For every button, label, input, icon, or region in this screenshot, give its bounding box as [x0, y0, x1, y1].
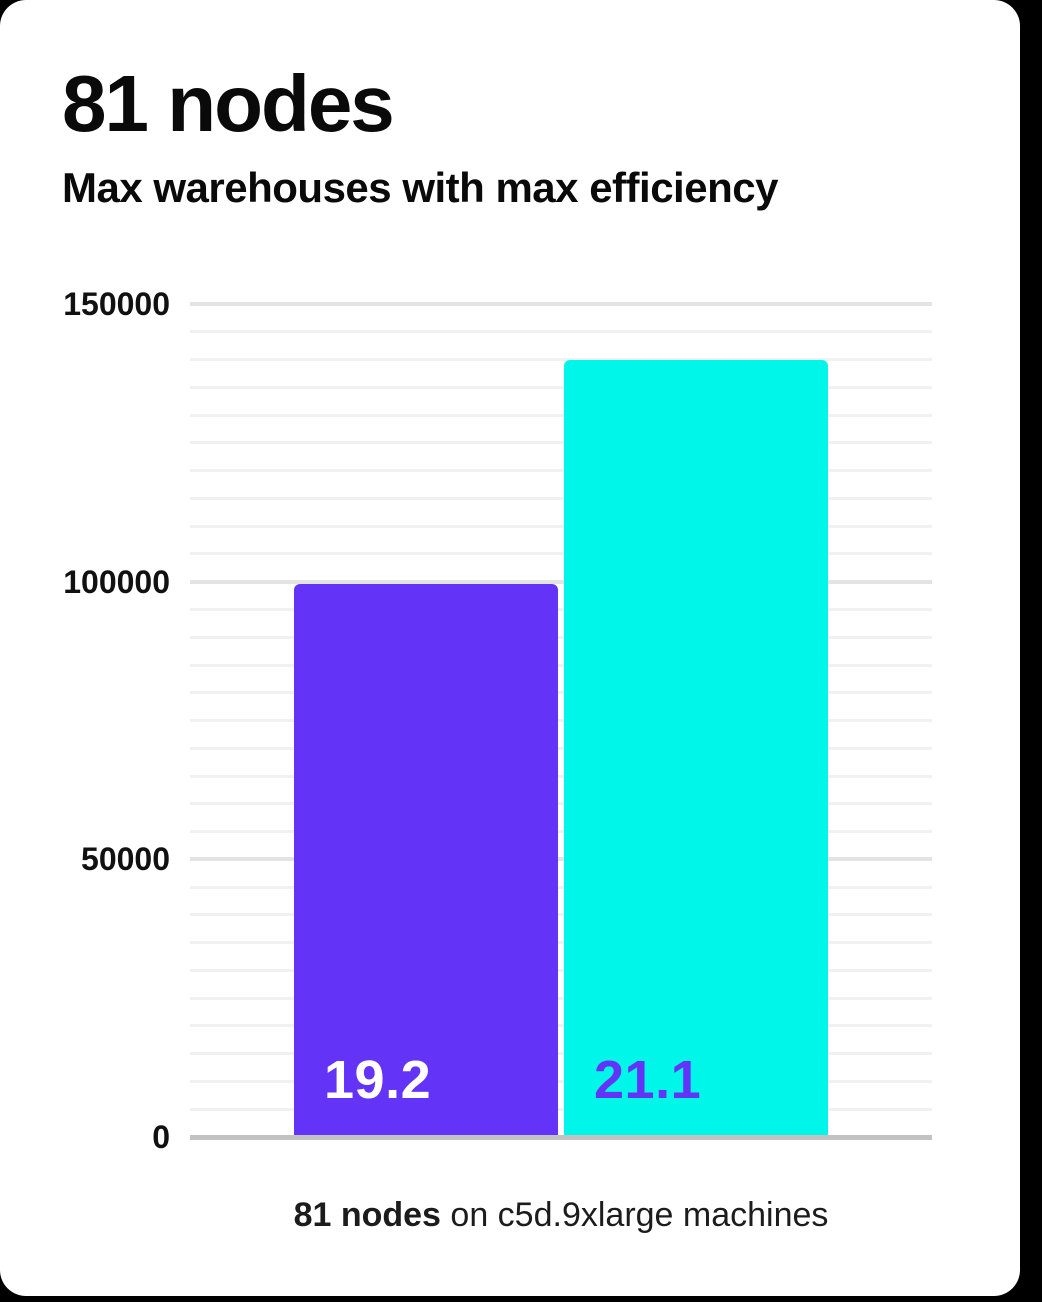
minor-gridline	[190, 441, 932, 445]
minor-gridline	[190, 524, 932, 528]
minor-gridline	[190, 607, 932, 611]
minor-gridline	[190, 496, 932, 500]
minor-gridline	[190, 552, 932, 556]
bar-21.1: 21.1	[564, 359, 828, 1135]
y-tick-label: 150000	[63, 286, 170, 322]
minor-gridline	[190, 469, 932, 473]
minor-gridline	[190, 1052, 932, 1056]
bar-19.2: 19.2	[294, 583, 558, 1135]
caption-regular-text: on c5d.9xlarge machines	[440, 1196, 829, 1234]
minor-gridline	[190, 1107, 932, 1111]
page-title: 81 nodes	[62, 59, 395, 148]
minor-gridline	[190, 330, 932, 334]
major-gridline	[190, 302, 932, 306]
chart-caption: 81 nodes on c5d.9xlarge machines	[190, 1196, 932, 1235]
minor-gridline	[190, 1080, 932, 1083]
minor-gridline	[190, 385, 932, 389]
minor-gridline	[190, 358, 932, 361]
minor-gridline	[190, 830, 932, 834]
minor-gridline	[190, 774, 932, 778]
minor-gridline	[190, 746, 932, 750]
y-tick-label: 100000	[63, 563, 170, 600]
page-subtitle: Max warehouses with max efficiency	[62, 164, 778, 211]
caption-bold-text: 81 nodes	[293, 1196, 441, 1234]
minor-gridline	[190, 941, 932, 945]
minor-gridline	[190, 719, 932, 722]
minor-gridline	[190, 663, 932, 667]
minor-gridline	[190, 802, 932, 806]
bar-value-label-19.2: 19.2	[324, 1049, 432, 1110]
minor-gridline	[190, 913, 932, 917]
y-tick-label: 50000	[81, 841, 170, 878]
minor-gridline	[190, 1024, 932, 1028]
minor-gridline	[190, 885, 932, 889]
y-tick-label: 0	[152, 1119, 170, 1155]
bar-chart: 0 50000 100000 150000 19.2 21.1	[63, 286, 932, 1155]
minor-gridline	[190, 691, 932, 695]
minor-gridline	[190, 413, 932, 417]
bar-value-label-21.1: 21.1	[594, 1050, 702, 1110]
minor-gridline	[190, 968, 932, 972]
x-axis-line	[190, 1135, 932, 1140]
minor-gridline	[190, 635, 932, 639]
card: 81 nodes Max warehouses with max efficie…	[0, 0, 1020, 1296]
major-gridline	[190, 579, 932, 584]
major-gridline	[190, 857, 932, 862]
minor-gridline	[190, 996, 932, 1000]
